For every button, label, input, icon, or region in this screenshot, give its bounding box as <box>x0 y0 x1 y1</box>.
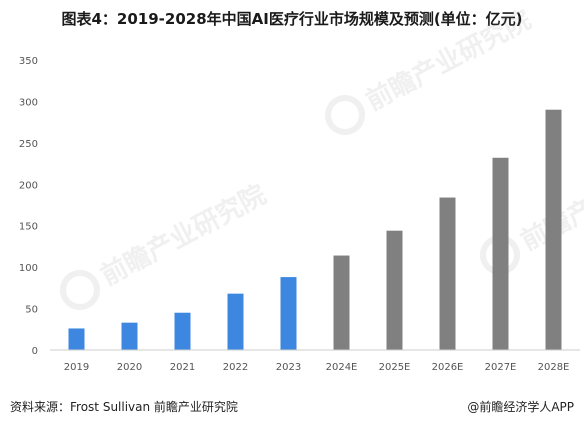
bar <box>545 109 562 350</box>
watermark: 前瞻产业研究院 <box>325 4 536 135</box>
y-tick-label: 0 <box>32 346 38 357</box>
credit-text: @前瞻经济学人APP <box>467 400 574 414</box>
bar <box>121 322 138 350</box>
bar <box>386 230 403 350</box>
x-tick-label: 2019 <box>64 362 89 373</box>
source-note: 资料来源：Frost Sullivan 前瞻产业研究院 <box>10 398 238 415</box>
bars-group <box>68 109 562 350</box>
y-tick-label: 150 <box>19 222 38 233</box>
source-label: 资料来源： <box>10 400 71 414</box>
watermark-logo-icon <box>60 270 100 310</box>
x-tick-label: 2025E <box>379 362 411 373</box>
x-tick-label: 2028E <box>538 362 570 373</box>
y-axis: 0 50 100 150 200 250 300 350 <box>19 56 38 357</box>
x-tick-label: 2027E <box>485 362 517 373</box>
bar <box>492 157 509 350</box>
bar <box>439 197 456 350</box>
x-tick-label: 2021 <box>170 362 195 373</box>
watermark-text: 前瞻产业研究院 <box>96 179 271 292</box>
bar <box>174 312 191 350</box>
bar <box>68 328 85 350</box>
y-tick-label: 350 <box>19 56 38 67</box>
x-tick-label: 2024E <box>326 362 358 373</box>
watermark-logo-icon <box>325 95 365 135</box>
x-axis: 2019 2020 2021 2022 2023 2024E 2025E 2026E 2027E… <box>50 349 580 373</box>
x-tick-label: 2020 <box>117 362 142 373</box>
source-text: Frost Sullivan 前瞻产业研究院 <box>70 400 238 414</box>
bar <box>333 255 350 350</box>
bar <box>227 293 244 350</box>
bar <box>280 277 297 350</box>
chart-title: 图表4：2019-2028年中国AI医疗行业市场规模及预测(单位：亿元) <box>61 10 523 28</box>
x-tick-label: 2023 <box>276 362 301 373</box>
watermark-text: 前瞻产业研究院 <box>361 4 536 117</box>
y-tick-label: 300 <box>19 97 38 108</box>
y-tick-label: 50 <box>25 305 38 316</box>
watermark: 前瞻产业研究院 <box>60 179 271 310</box>
y-tick-label: 100 <box>19 263 38 274</box>
y-tick-label: 200 <box>19 180 38 191</box>
x-tick-label: 2022 <box>223 362 248 373</box>
y-tick-label: 250 <box>19 139 38 150</box>
x-tick-label: 2026E <box>432 362 464 373</box>
